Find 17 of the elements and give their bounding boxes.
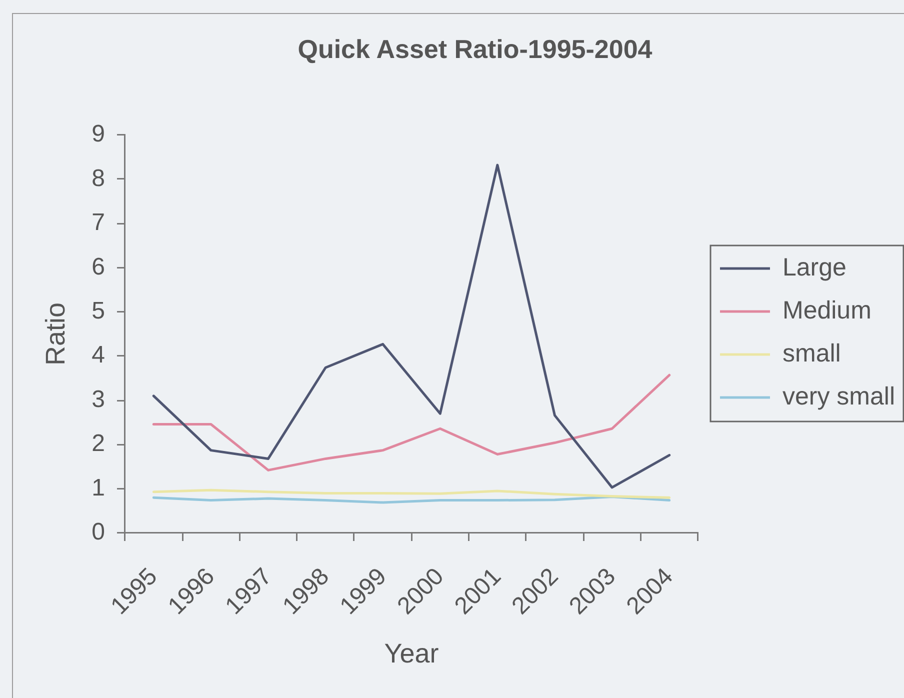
y-tick-label: 5 xyxy=(92,298,105,325)
x-axis-title: Year xyxy=(384,638,439,668)
chart-title: Quick Asset Ratio-1995-2004 xyxy=(296,33,654,65)
legend-label: very small xyxy=(782,382,896,410)
y-tick-label: 9 xyxy=(92,120,105,148)
legend-label: small xyxy=(782,339,841,368)
y-tick-label: 8 xyxy=(92,164,105,192)
y-tick-label: 0 xyxy=(92,518,105,546)
y-tick-label: 2 xyxy=(92,430,105,458)
y-tick-label: 3 xyxy=(92,386,105,413)
legend-label: Large xyxy=(782,253,846,282)
y-tick-label: 6 xyxy=(92,253,105,280)
y-tick-label: 4 xyxy=(92,342,105,369)
y-tick-label: 7 xyxy=(92,209,105,236)
y-axis-title: Ratio xyxy=(40,302,71,366)
legend-label: Medium xyxy=(782,296,872,324)
y-tick-label: 1 xyxy=(92,474,105,502)
